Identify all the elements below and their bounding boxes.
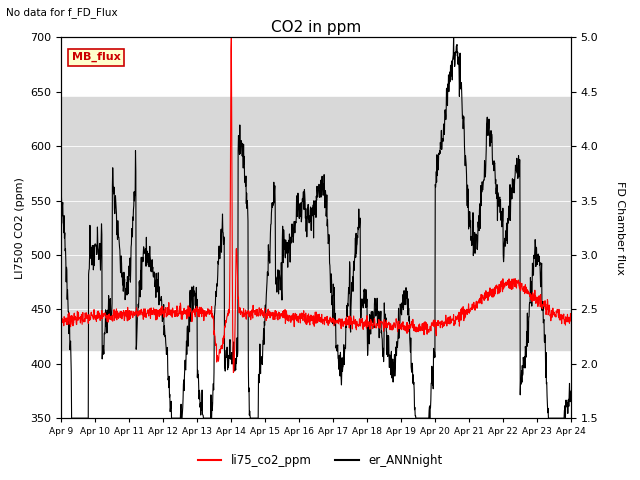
Y-axis label: LI7500 CO2 (ppm): LI7500 CO2 (ppm) — [15, 177, 25, 279]
Bar — [61, 97, 571, 349]
Title: CO2 in ppm: CO2 in ppm — [271, 20, 361, 35]
Text: MB_flux: MB_flux — [72, 52, 120, 62]
Y-axis label: FD Chamber flux: FD Chamber flux — [615, 181, 625, 275]
Legend: li75_co2_ppm, er_ANNnight: li75_co2_ppm, er_ANNnight — [193, 449, 447, 472]
Text: No data for f_FD_Flux: No data for f_FD_Flux — [6, 7, 118, 18]
